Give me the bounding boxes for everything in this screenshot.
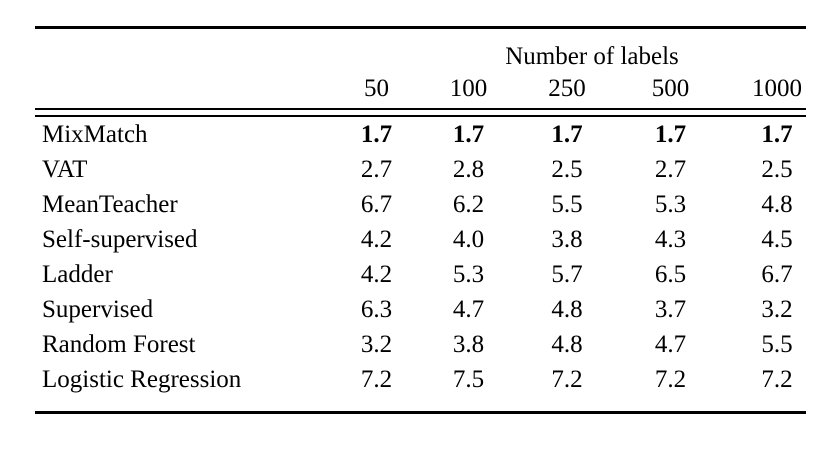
value-cell: 5.5 — [761, 331, 793, 358]
value-cell: 2.5 — [551, 156, 583, 183]
table-row-self-supervised: Self-supervised 4.2 4.0 3.8 4.3 4.5 — [35, 222, 806, 257]
value-cell: 7.2 — [551, 366, 583, 393]
value-cell: 2.5 — [761, 156, 793, 183]
value-cell: 6.2 — [452, 191, 485, 218]
column-header-50: 50 — [364, 75, 389, 102]
value-cell: 7.2 — [761, 366, 793, 393]
table-body: MixMatch 1.7 1.7 1.7 1.7 1.7 VAT 2.7 2.8… — [35, 117, 806, 397]
method-name: MeanTeacher — [42, 191, 178, 218]
value-cell: 6.3 — [360, 296, 393, 323]
value-cell: 4.5 — [761, 226, 793, 253]
method-name: VAT — [42, 156, 88, 183]
method-name: Self-supervised — [42, 226, 198, 253]
value-cell: 6.5 — [654, 261, 687, 288]
value-cell: 2.8 — [452, 156, 485, 183]
value-cell: 4.3 — [654, 226, 687, 253]
method-name: Ladder — [42, 261, 113, 288]
value-cell: 5.3 — [654, 191, 687, 218]
group-header-label: Number of labels — [505, 43, 679, 70]
value-cell: 3.2 — [360, 331, 393, 358]
value-cell: 1.7 — [761, 121, 793, 148]
value-cell: 4.8 — [551, 296, 583, 323]
value-cell: 4.0 — [452, 226, 485, 253]
value-cell: 1.7 — [551, 121, 583, 148]
table-row-random-forest: Random Forest 3.2 3.8 4.8 4.7 5.5 — [35, 327, 806, 362]
value-cell: 6.7 — [360, 191, 393, 218]
value-cell: 3.2 — [761, 296, 793, 323]
value-cell: 3.8 — [452, 331, 485, 358]
table-top-rule — [35, 26, 806, 29]
method-name: Logistic Regression — [42, 366, 242, 393]
value-cell: 5.3 — [452, 261, 485, 288]
column-header-500: 500 — [651, 75, 690, 102]
table-row-vat: VAT 2.7 2.8 2.5 2.7 2.5 — [35, 152, 806, 187]
column-header-100: 100 — [449, 75, 488, 102]
method-name: MixMatch — [42, 121, 148, 148]
value-cell: 4.8 — [761, 191, 793, 218]
table-group-header-row: Number of labels — [35, 29, 806, 73]
table-column-header-row: 50 100 250 500 1000 — [35, 73, 806, 105]
empty-header-cell — [35, 73, 332, 105]
method-name: Random Forest — [42, 331, 196, 358]
method-name: Supervised — [42, 296, 154, 323]
column-header-250: 250 — [548, 75, 586, 102]
value-cell: 2.7 — [654, 156, 687, 183]
value-cell: 2.7 — [360, 156, 393, 183]
value-cell: 1.7 — [360, 121, 393, 148]
value-cell: 7.5 — [452, 366, 485, 393]
value-cell: 4.7 — [452, 296, 485, 323]
value-cell: 4.7 — [654, 331, 687, 358]
table-row-logistic-regression: Logistic Regression 7.2 7.5 7.2 7.2 7.2 — [35, 362, 806, 397]
value-cell: 7.2 — [360, 366, 393, 393]
value-cell: 3.7 — [654, 296, 687, 323]
column-header-1000: 1000 — [752, 75, 802, 102]
table-row-mixmatch: MixMatch 1.7 1.7 1.7 1.7 1.7 — [35, 117, 806, 152]
value-cell: 1.7 — [452, 121, 485, 148]
table-row-ladder: Ladder 4.2 5.3 5.7 6.5 6.7 — [35, 257, 806, 292]
value-cell: 4.2 — [360, 226, 393, 253]
table-bottom-rule — [35, 411, 806, 414]
value-cell: 6.7 — [761, 261, 793, 288]
table-row-meanteacher: MeanTeacher 6.7 6.2 5.5 5.3 4.8 — [35, 187, 806, 222]
value-cell: 4.2 — [360, 261, 393, 288]
empty-header-cell — [35, 41, 332, 73]
table-row-supervised: Supervised 6.3 4.7 4.8 3.7 3.2 — [35, 292, 806, 327]
value-cell: 7.2 — [654, 366, 687, 393]
value-cell: 5.5 — [551, 191, 583, 218]
value-cell: 5.7 — [551, 261, 583, 288]
value-cell: 1.7 — [654, 121, 687, 148]
table-header-double-rule — [35, 108, 806, 117]
value-cell: 3.8 — [551, 226, 583, 253]
value-cell: 4.8 — [551, 331, 583, 358]
results-table: Number of labels 50 100 250 500 1000 Mix… — [35, 26, 806, 414]
